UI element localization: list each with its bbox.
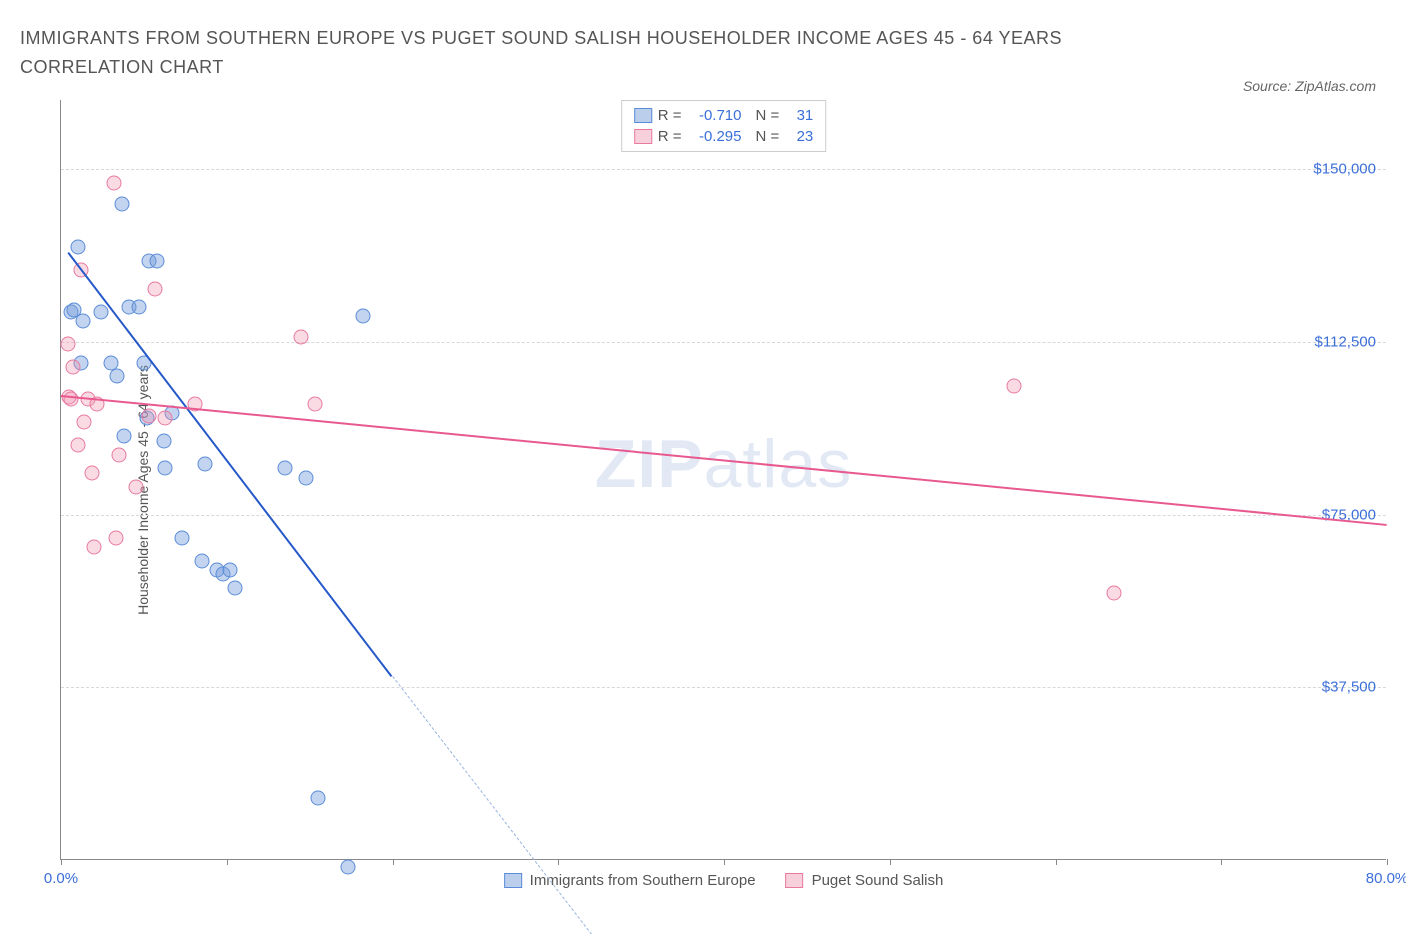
legend-n-pink: 23	[785, 126, 813, 147]
legend-item-pink: Puget Sound Salish	[786, 872, 944, 889]
x-tick	[558, 859, 559, 865]
data-point	[355, 309, 370, 324]
legend-row-pink: R = -0.295 N = 23	[634, 126, 814, 147]
swatch-blue-icon	[504, 873, 522, 888]
legend-r-blue: -0.710	[688, 105, 742, 126]
data-point	[108, 530, 123, 545]
data-point	[307, 397, 322, 412]
chart-title: IMMIGRANTS FROM SOUTHERN EUROPE VS PUGET…	[20, 24, 1140, 82]
data-point	[112, 447, 127, 462]
data-point	[70, 240, 85, 255]
legend-series-blue: Immigrants from Southern Europe	[530, 872, 756, 889]
gridline	[61, 342, 1386, 343]
data-point	[70, 438, 85, 453]
gridline	[61, 687, 1386, 688]
x-tick	[1387, 859, 1388, 865]
x-tick	[393, 859, 394, 865]
legend-n-label: N =	[756, 126, 780, 147]
data-point	[128, 479, 143, 494]
y-tick-label: $112,500	[1315, 333, 1376, 350]
legend-r-pink: -0.295	[688, 126, 742, 147]
data-point	[198, 456, 213, 471]
x-tick	[1056, 859, 1057, 865]
data-point	[1106, 585, 1121, 600]
legend-n-blue: 31	[785, 105, 813, 126]
y-tick-label: $150,000	[1313, 161, 1376, 178]
data-point	[156, 433, 171, 448]
regression-line	[392, 676, 592, 934]
data-point	[194, 553, 209, 568]
data-point	[87, 539, 102, 554]
data-point	[299, 470, 314, 485]
data-point	[158, 461, 173, 476]
data-point	[110, 369, 125, 384]
data-point	[148, 281, 163, 296]
watermark: ZIPatlas	[595, 425, 852, 503]
legend-n-label: N =	[756, 105, 780, 126]
data-point	[131, 300, 146, 315]
data-point	[340, 859, 355, 874]
legend-r-label: R =	[658, 105, 682, 126]
data-point	[277, 461, 292, 476]
data-point	[115, 196, 130, 211]
data-point	[116, 429, 131, 444]
x-tick	[1221, 859, 1222, 865]
data-point	[107, 175, 122, 190]
data-point	[294, 330, 309, 345]
data-point	[103, 355, 118, 370]
watermark-zip: ZIP	[595, 426, 704, 502]
data-point	[141, 408, 156, 423]
series-legend: Immigrants from Southern Europe Puget So…	[504, 872, 944, 889]
x-tick	[61, 859, 62, 865]
data-point	[75, 314, 90, 329]
legend-series-pink: Puget Sound Salish	[812, 872, 944, 889]
data-point	[310, 790, 325, 805]
swatch-blue-icon	[634, 108, 652, 123]
legend-item-blue: Immigrants from Southern Europe	[504, 872, 756, 889]
data-point	[60, 337, 75, 352]
x-tick	[890, 859, 891, 865]
data-point	[228, 581, 243, 596]
chart-container: Householder Income Ages 45 - 64 years ZI…	[50, 100, 1386, 880]
x-tick	[724, 859, 725, 865]
data-point	[158, 410, 173, 425]
legend-r-label: R =	[658, 126, 682, 147]
data-point	[174, 530, 189, 545]
scatter-plot: ZIPatlas R = -0.710 N = 31 R = -0.295 N …	[60, 100, 1386, 860]
data-point	[223, 562, 238, 577]
data-point	[1007, 378, 1022, 393]
swatch-pink-icon	[786, 873, 804, 888]
source-attribution: Source: ZipAtlas.com	[1243, 78, 1376, 94]
data-point	[65, 360, 80, 375]
legend-row-blue: R = -0.710 N = 31	[634, 105, 814, 126]
swatch-pink-icon	[634, 129, 652, 144]
data-point	[150, 254, 165, 269]
data-point	[85, 466, 100, 481]
x-tick	[227, 859, 228, 865]
x-tick-label: 0.0%	[44, 870, 78, 887]
gridline	[61, 515, 1386, 516]
data-point	[63, 392, 78, 407]
x-tick-label: 80.0%	[1366, 870, 1406, 887]
data-point	[77, 415, 92, 430]
y-tick-label: $37,500	[1322, 679, 1376, 696]
regression-line	[68, 252, 393, 677]
data-point	[93, 304, 108, 319]
gridline	[61, 169, 1386, 170]
correlation-legend: R = -0.710 N = 31 R = -0.295 N = 23	[621, 100, 827, 152]
